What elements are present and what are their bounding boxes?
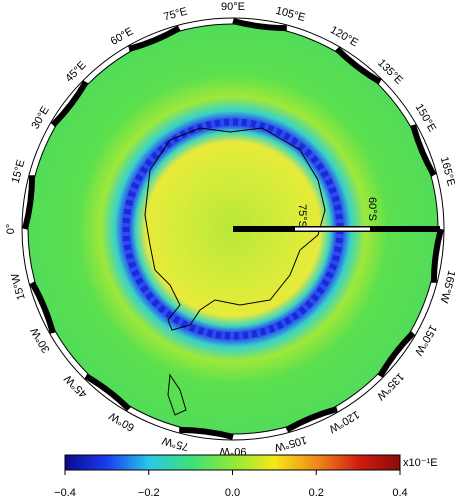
longitude-label: 105°E — [274, 5, 306, 24]
longitude-label: 90°E — [221, 1, 245, 13]
colorbar-unit: x10⁻¹E — [403, 457, 438, 469]
longitude-label: 150°W — [412, 323, 439, 358]
longitude-label: 120°E — [328, 24, 360, 49]
longitude-label: 15°W — [9, 271, 28, 301]
longitude-label: 45°W — [62, 372, 90, 400]
colorbar-tick-label: −0.4 — [54, 487, 76, 499]
colorbar — [65, 455, 400, 470]
longitude-label: 165°W — [437, 269, 455, 305]
colorbar-tick-label: 0.2 — [309, 487, 324, 499]
map-figure: 75°S 60°S x10⁻¹E 0°15°E30°E45°E60°E75°E9… — [0, 0, 455, 504]
longitude-label: 0° — [5, 224, 17, 235]
longitude-label: 15°E — [10, 158, 28, 184]
colorbar-tick-label: 0.0 — [225, 487, 240, 499]
colorbar-tick-label: 0.4 — [392, 487, 407, 499]
colorbar-tick-label: −0.2 — [138, 487, 160, 499]
map-area — [28, 24, 440, 434]
longitude-label: 45°E — [63, 59, 88, 84]
longitude-label: 75°E — [162, 6, 188, 24]
latitude-label: 60°S — [366, 197, 378, 221]
longitude-label: 105°W — [272, 433, 308, 453]
longitude-label: 75°W — [160, 434, 190, 453]
longitude-label: 165°E — [438, 155, 455, 187]
latitude-label: 75°S — [296, 204, 308, 228]
longitude-label: 60°W — [107, 409, 137, 433]
